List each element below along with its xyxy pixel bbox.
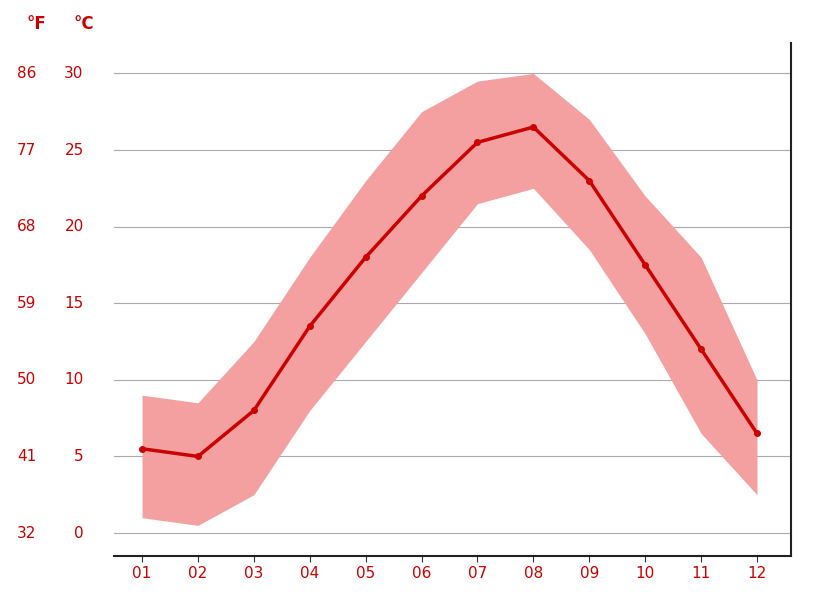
Text: 0: 0	[74, 525, 84, 541]
Text: 20: 20	[64, 219, 84, 234]
Text: 50: 50	[17, 372, 37, 387]
Text: 25: 25	[64, 142, 84, 158]
Text: 86: 86	[17, 66, 37, 81]
Text: 5: 5	[74, 449, 84, 464]
Text: 68: 68	[17, 219, 37, 234]
Text: 30: 30	[64, 66, 84, 81]
Text: °F: °F	[26, 15, 46, 32]
Text: 59: 59	[17, 296, 37, 311]
Text: °C: °C	[73, 15, 94, 32]
Text: 41: 41	[17, 449, 37, 464]
Text: 15: 15	[64, 296, 84, 311]
Text: 77: 77	[17, 142, 37, 158]
Text: 10: 10	[64, 372, 84, 387]
Text: 32: 32	[17, 525, 37, 541]
